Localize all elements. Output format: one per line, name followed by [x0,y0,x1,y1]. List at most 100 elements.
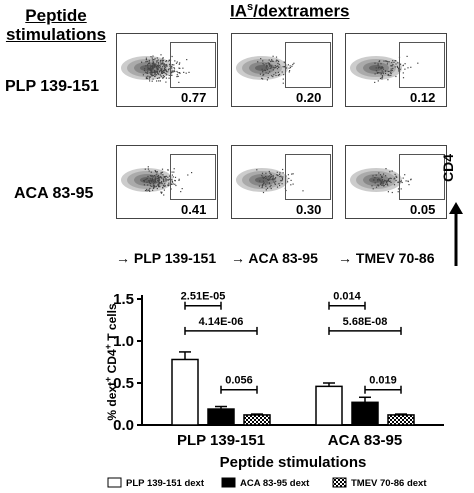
event-dot [146,72,149,74]
event-dot [151,70,153,72]
event-dot [386,181,388,183]
event-dot [379,77,382,79]
event-dot [276,171,278,173]
event-dot [288,71,290,73]
event-dot [170,188,172,190]
event-dot [277,60,279,62]
event-dot [388,178,390,180]
event-dot [394,60,396,62]
event-dot [145,57,147,59]
event-dot [160,69,162,71]
event-dot [154,186,156,188]
flow-scatter [121,166,193,196]
event-dot [171,70,173,72]
flow-scatter [350,168,412,194]
event-dot [154,179,157,181]
event-dot [154,58,156,60]
event-dot [165,81,167,83]
event-dot [159,59,161,61]
event-dot [383,173,385,175]
event-dot [393,61,395,63]
event-dot [281,179,284,181]
event-dot [274,182,276,184]
event-dot [160,182,163,184]
event-dot [379,183,382,185]
event-dot [277,65,279,67]
event-dot [149,64,151,66]
event-dot [151,57,153,59]
event-dot [400,180,402,182]
p-value-label: 4.14E-06 [199,316,244,328]
event-dot [152,78,154,80]
event-dot [172,181,174,183]
p-value-label: 5.68E-08 [343,316,388,328]
event-dot [173,168,175,170]
event-dot [155,171,157,173]
event-dot [262,71,264,73]
event-dot [393,184,396,186]
event-dot [161,59,163,61]
event-dot [153,174,155,177]
event-dot [147,166,149,168]
event-dot [157,65,159,67]
event-dot [384,180,386,182]
event-dot [166,64,168,66]
event-dot [392,60,394,62]
event-dot [167,179,169,181]
event-dot [383,181,385,183]
event-dot [372,175,374,177]
event-dot [264,69,266,71]
y-tick-label: 0.0 [113,417,134,434]
event-dot [402,72,404,74]
event-dot [288,67,290,69]
event-dot [163,180,165,182]
event-dot [148,182,150,184]
event-dot [143,70,146,72]
event-dot [152,69,154,71]
legend-swatch [221,477,236,488]
event-dot [179,62,181,64]
event-dot [165,77,167,79]
event-dot [287,181,289,183]
event-dot [148,181,150,183]
event-dot [165,71,168,73]
event-dot [156,178,158,180]
event-dot [272,176,274,178]
event-dot [271,60,273,62]
event-dot [394,66,396,68]
event-dot [386,63,388,65]
event-dot [263,176,265,178]
event-dot [157,72,159,75]
event-dot [270,60,272,63]
flow-plot: 0.30 [231,145,333,219]
bar [351,401,379,426]
event-dot [168,182,170,184]
event-dot [160,63,162,65]
legend-label: TMEV 70-86 dext [351,478,427,489]
event-dot [394,173,396,175]
event-dot [167,71,169,73]
event-dot [374,182,376,184]
event-dot [146,178,148,180]
event-dot [154,65,157,67]
event-dot [171,55,173,58]
event-dot [290,184,292,186]
event-dot [186,59,188,61]
event-dot [262,184,264,186]
event-dot [155,176,157,178]
event-dot [262,63,264,65]
event-dot [281,183,283,185]
event-dot [374,62,376,64]
event-dot [283,74,285,76]
p-value-label: 0.019 [369,375,397,387]
event-dot [148,59,150,62]
event-dot [160,68,162,70]
event-dot [160,176,162,178]
col-label-tmev: → TMEV 70-86 [338,250,434,266]
event-dot [405,180,407,182]
event-dot [262,180,264,182]
event-dot [173,70,175,72]
event-dot [278,73,281,75]
event-dot [267,176,270,178]
event-dot [268,182,270,184]
